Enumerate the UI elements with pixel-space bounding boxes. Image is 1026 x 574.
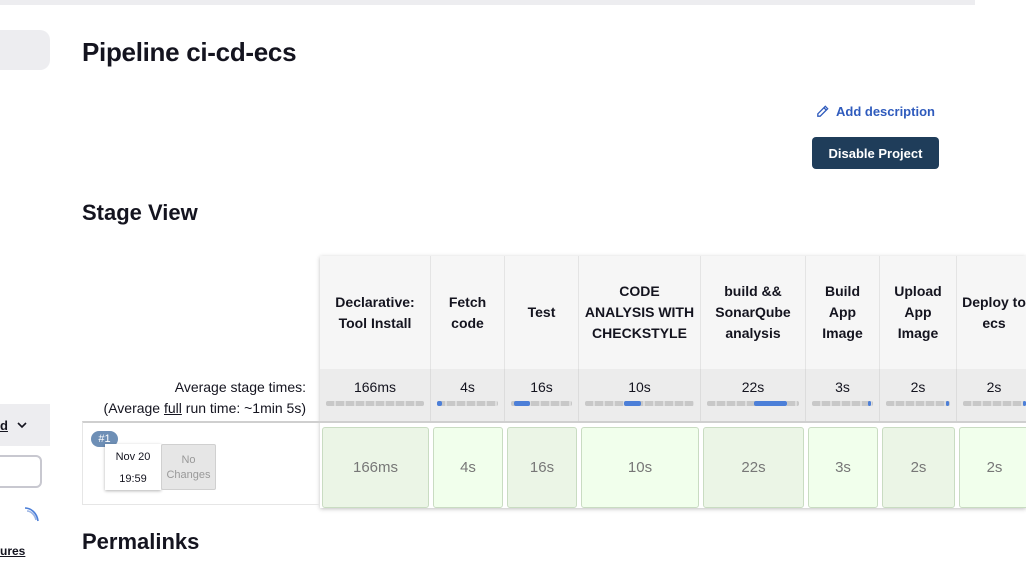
stage-duration-bar [963, 401, 1026, 406]
top-bar [0, 0, 975, 5]
stage-duration-fill [946, 401, 949, 406]
stage-header-2: Fetch code [431, 256, 505, 369]
stage-average-8: 2s [957, 369, 1026, 421]
stage-header-4: CODE ANALYSIS WITH CHECKSTYLE [579, 256, 701, 369]
stage-average-time: 10s [628, 379, 651, 395]
stage-header-8: Deploy to ecs [957, 256, 1026, 369]
permalinks-title: Permalinks [82, 529, 200, 554]
stage-duration-bar [812, 401, 873, 406]
stage-duration-fill [754, 401, 787, 406]
stage-run-column-4: 10s [579, 421, 701, 508]
stage-average-time: 2s [910, 379, 926, 395]
stage-run-column-2: 4s [431, 421, 505, 508]
disable-project-button[interactable]: Disable Project [812, 137, 939, 169]
stage-average-time: 22s [741, 379, 765, 395]
stage-duration-bar [707, 401, 799, 406]
loading-spinner-icon [24, 507, 39, 522]
stage-run-column-3: 16s [505, 421, 579, 508]
stage-result-cell[interactable]: 4s [433, 427, 503, 508]
stage-result-cell[interactable]: 166ms [322, 427, 429, 508]
build-number-badge[interactable]: #1 [91, 431, 118, 447]
stage-average-2: 4s [431, 369, 505, 421]
avg-label-prefix: (Average [103, 400, 164, 416]
stage-average-time: 3s [835, 379, 850, 395]
build-run-row: #1 Nov 20 19:59 No Changes [82, 421, 320, 505]
build-date: Nov 20 [115, 451, 151, 463]
stage-run-column-8: 2s [957, 421, 1026, 508]
build-time: 19:59 [119, 473, 147, 485]
stage-duration-bar [326, 401, 424, 406]
stage-view-title: Stage View [82, 200, 198, 225]
stage-header-1: Declarative: Tool Install [320, 256, 431, 369]
sidebar-dropdown-label: d [0, 417, 8, 433]
add-description-link[interactable]: Add description [815, 104, 935, 119]
sidebar-link[interactable]: ures [0, 544, 26, 558]
avg-label-suffix: run time: ~1min 5s) [181, 400, 306, 416]
stage-duration-fill [868, 401, 871, 406]
stage-header-5: build && SonarQube analysis [701, 256, 806, 369]
stage-duration-bar [437, 401, 498, 406]
stage-average-time: 16s [530, 379, 553, 395]
stage-duration-fill [437, 401, 442, 406]
stage-average-time: 2s [986, 379, 1002, 395]
build-date-box[interactable]: Nov 20 19:59 [105, 444, 161, 490]
stage-header-3: Test [505, 256, 579, 369]
page-title: Pipeline ci-cd-ecs [82, 37, 297, 67]
stage-average-5: 22s [701, 369, 806, 421]
stage-run-column-5: 22s [701, 421, 806, 508]
stage-average-7: 2s [880, 369, 957, 421]
stage-view-table: Average stage times: (Average full run t… [82, 256, 1026, 516]
stage-duration-fill [1023, 401, 1026, 406]
stage-result-cell[interactable]: 16s [507, 427, 577, 508]
average-stage-times-label: Average stage times: (Average full run t… [82, 377, 306, 419]
stage-duration-bar [886, 401, 950, 406]
stage-header-7: Upload App Image [880, 256, 957, 369]
stage-duration-fill [624, 401, 641, 406]
stage-average-3: 16s [505, 369, 579, 421]
stage-header-6: Build App Image [806, 256, 880, 369]
chevron-down-icon [17, 422, 27, 429]
add-description-label: Add description [836, 104, 935, 119]
sidebar-top-panel[interactable] [0, 30, 50, 70]
stage-run-column-7: 2s [880, 421, 957, 508]
avg-label-line2: (Average full run time: ~1min 5s) [82, 398, 306, 419]
pencil-icon [817, 105, 829, 117]
stage-result-cell[interactable]: 22s [703, 427, 804, 508]
stage-result-cell[interactable]: 2s [882, 427, 955, 508]
stage-result-cell[interactable]: 2s [959, 427, 1026, 508]
avg-label-line1: Average stage times: [174, 379, 306, 395]
sidebar-dropdown[interactable]: d [0, 404, 50, 446]
stage-duration-bar [511, 401, 572, 406]
stage-result-cell[interactable]: 10s [581, 427, 699, 508]
stage-result-cell[interactable]: 3s [808, 427, 878, 508]
sidebar-filter-input[interactable] [0, 455, 42, 488]
stage-average-1: 166ms [320, 369, 431, 421]
stage-duration-fill [514, 401, 530, 406]
no-changes-box[interactable]: No Changes [161, 444, 216, 490]
stage-average-6: 3s [806, 369, 880, 421]
stage-average-time: 166ms [353, 379, 397, 395]
stage-average-time: 4s [460, 379, 475, 395]
full-run-time-link[interactable]: full [163, 400, 182, 416]
stage-run-column-6: 3s [806, 421, 880, 508]
stage-duration-bar [585, 401, 694, 406]
stage-run-column-1: 166ms [320, 421, 431, 508]
stage-average-4: 10s [579, 369, 701, 421]
